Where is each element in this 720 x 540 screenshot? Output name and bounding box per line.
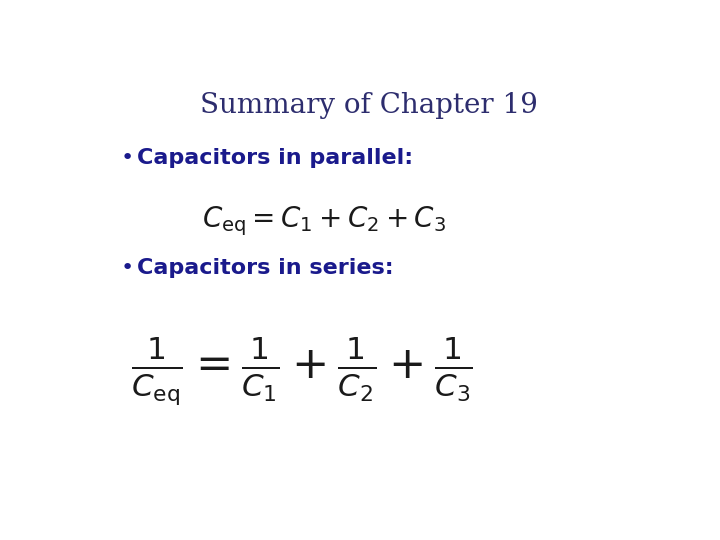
Text: Capacitors in parallel:: Capacitors in parallel: [138, 148, 413, 168]
Text: $\frac{1}{C_{\rm eq}} = \frac{1}{C_1} + \frac{1}{C_2} + \frac{1}{C_3}$: $\frac{1}{C_{\rm eq}} = \frac{1}{C_1} + … [131, 335, 473, 408]
Text: •: • [121, 258, 134, 278]
Text: •: • [121, 148, 134, 168]
Text: Summary of Chapter 19: Summary of Chapter 19 [200, 92, 538, 119]
Text: Capacitors in series:: Capacitors in series: [138, 258, 394, 278]
Text: $C_{\rm eq} = C_1 + C_2 + C_3$: $C_{\rm eq} = C_1 + C_2 + C_3$ [202, 204, 446, 238]
